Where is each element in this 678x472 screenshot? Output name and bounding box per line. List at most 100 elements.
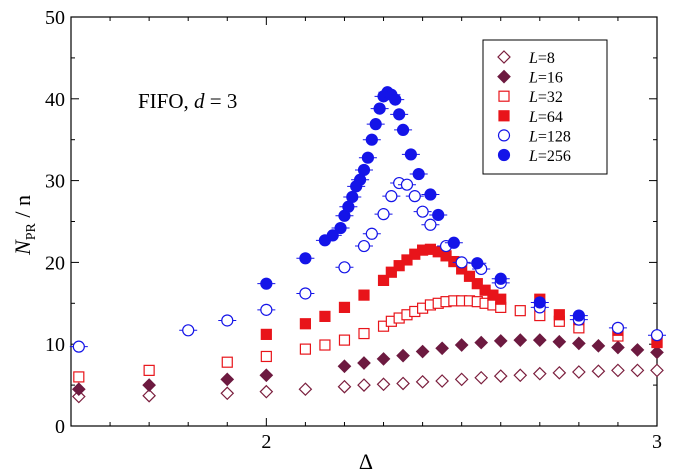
data-point xyxy=(326,229,339,242)
data-point xyxy=(72,340,85,353)
data-point xyxy=(358,289,370,301)
data-point xyxy=(552,334,567,349)
data-point xyxy=(71,382,86,397)
data-point xyxy=(393,108,406,121)
data-point xyxy=(435,341,449,356)
x-axis-label: Δ xyxy=(359,449,373,472)
data-point xyxy=(591,364,606,379)
data-point xyxy=(369,118,382,131)
data-point xyxy=(572,336,586,351)
data-point xyxy=(385,266,397,278)
data-point xyxy=(220,372,235,387)
data-point xyxy=(337,379,352,394)
data-point xyxy=(346,190,359,204)
data-point xyxy=(385,190,398,203)
data-point xyxy=(474,370,489,385)
data-point xyxy=(495,293,507,305)
data-point xyxy=(471,257,484,270)
x-tick-label: 3 xyxy=(652,431,662,453)
data-point xyxy=(650,345,664,360)
data-point xyxy=(376,352,391,366)
data-point xyxy=(376,377,391,392)
data-point xyxy=(471,278,483,290)
data-point xyxy=(365,133,378,146)
data-point xyxy=(415,344,430,359)
data-point xyxy=(591,338,606,353)
legend-var: L xyxy=(528,128,538,145)
data-point xyxy=(400,178,414,191)
data-point xyxy=(396,376,410,391)
data-point xyxy=(299,343,311,355)
legend-label: L=128 xyxy=(528,128,571,145)
data-point xyxy=(408,190,421,203)
data-point xyxy=(71,389,86,404)
y-axis-label: NPR / n xyxy=(10,195,39,256)
legend-val: =32 xyxy=(538,89,563,106)
data-point xyxy=(513,333,528,347)
data-point xyxy=(474,335,489,350)
data-point xyxy=(357,356,371,370)
data-point xyxy=(572,365,586,379)
data-point xyxy=(611,363,625,378)
data-point xyxy=(319,339,331,351)
legend-marker xyxy=(498,110,510,122)
data-point xyxy=(259,384,274,399)
legend-label: L=32 xyxy=(528,89,563,106)
series-L=64 xyxy=(260,243,663,349)
y-tick-label: 50 xyxy=(45,7,65,29)
data-point xyxy=(389,93,402,106)
data-point xyxy=(357,163,371,177)
data-point xyxy=(424,218,437,231)
legend-marker xyxy=(497,148,511,162)
series-L=32 xyxy=(73,295,663,383)
data-point xyxy=(650,363,664,378)
legend-val: =64 xyxy=(538,109,563,126)
series-L=256 xyxy=(257,86,588,322)
data-point xyxy=(432,208,445,222)
data-point xyxy=(463,270,476,282)
series-L=16 xyxy=(71,333,664,397)
data-point xyxy=(552,365,567,380)
data-point xyxy=(532,333,547,347)
data-point xyxy=(493,369,508,383)
data-point xyxy=(396,123,410,136)
y-tick-label: 30 xyxy=(45,171,65,193)
data-point xyxy=(361,151,375,164)
data-point xyxy=(447,236,460,249)
axis-ticks: 0 10 20 30 40 50 2 3 xyxy=(45,7,662,453)
data-point xyxy=(299,287,312,300)
series-L=8 xyxy=(71,363,664,404)
data-point xyxy=(299,318,311,330)
data-point xyxy=(454,338,469,352)
legend-var: L xyxy=(528,109,538,126)
x-tick-label: 2 xyxy=(261,431,271,453)
data-point xyxy=(220,386,235,401)
data-point xyxy=(455,256,468,269)
legend-var: L xyxy=(528,89,538,106)
data-point xyxy=(553,309,565,321)
data-point xyxy=(142,378,156,392)
data-point xyxy=(358,327,370,340)
data-point xyxy=(73,371,85,383)
data-point xyxy=(319,310,331,322)
data-point xyxy=(532,366,547,381)
y-tick-label: 10 xyxy=(45,334,65,356)
data-point xyxy=(260,303,273,316)
legend-marker xyxy=(497,50,511,64)
data-point xyxy=(630,343,645,357)
legend-var: L xyxy=(528,70,538,87)
data-point xyxy=(357,239,371,253)
data-point xyxy=(377,208,390,221)
data-point xyxy=(182,324,195,337)
data-point xyxy=(299,252,312,265)
data-point xyxy=(412,167,425,181)
data-point xyxy=(298,382,313,397)
data-point xyxy=(401,254,413,266)
legend-val: =256 xyxy=(538,148,571,165)
data-point xyxy=(514,305,526,317)
legend-val: =16 xyxy=(538,70,563,87)
data-point xyxy=(338,261,351,274)
data-point xyxy=(259,368,274,383)
